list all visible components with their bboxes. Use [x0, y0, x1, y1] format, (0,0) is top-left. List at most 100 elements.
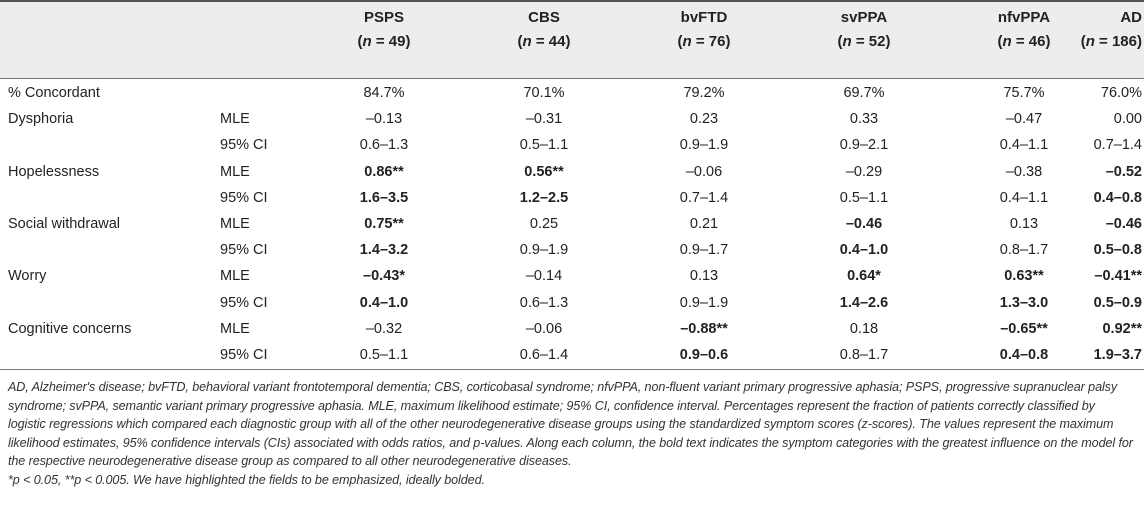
column-n-part: (: [677, 33, 683, 50]
table-cell: 0.56**: [524, 163, 564, 180]
column-n-part: (: [357, 33, 363, 50]
row-label: Dysphoria: [8, 111, 74, 128]
row-measure: 95% CI: [220, 189, 268, 206]
column-n-part: = 52): [851, 33, 891, 50]
column-name: svPPA: [840, 9, 888, 26]
row-measure: MLE: [220, 320, 250, 337]
table-row: Worry MLE –0.43* –0.14 0.13 0.64* 0.63** –0.41*…: [0, 263, 1144, 289]
row-measure: MLE: [220, 111, 250, 128]
table-cell: 0.9–1.9: [679, 294, 729, 311]
table-cell: 0.6–1.3: [519, 294, 569, 311]
table-cell: 0.18: [849, 320, 879, 337]
column-n: (n = 49): [304, 30, 464, 54]
table-cell: 0.33: [849, 111, 879, 128]
table-cell: 1.6–3.5: [359, 189, 409, 206]
table-cell: 0.9–1.9: [679, 137, 729, 154]
table-cell: 0.5–0.9: [1093, 294, 1142, 311]
table-row: Social withdrawal MLE 0.75** 0.25 0.21 –0.46 0…: [0, 211, 1144, 237]
column-n-part: (: [517, 33, 523, 50]
table-row: 95% CI 0.6–1.3 0.5–1.1 0.9–1.9 0.9–2.1 0.4–1.…: [0, 132, 1144, 158]
table-cell: 0.13: [689, 268, 719, 285]
table-cell: 0.4–1.1: [999, 137, 1049, 154]
table-cell: –0.46: [1105, 216, 1142, 232]
table-cell: 0.5–1.1: [519, 137, 569, 154]
table-cell: 0.13: [1009, 216, 1039, 232]
table-cell: –0.47: [1005, 111, 1043, 128]
table-cell: –0.31: [525, 111, 563, 128]
table-cell: –0.41**: [1094, 268, 1142, 285]
footnote-significance: *p < 0.05, **p < 0.005. We have highligh…: [8, 472, 485, 487]
table-cell: 0.7–1.4: [1093, 137, 1142, 154]
table-cell: 0.75**: [364, 216, 404, 232]
table-cell: 0.63**: [1004, 268, 1044, 285]
table-cell: 0.8–1.7: [839, 347, 889, 363]
table-row: Hopelessness MLE 0.86** 0.56** –0.06 –0.29 –0.…: [0, 159, 1144, 185]
table-cell: 0.86**: [364, 163, 404, 180]
row-label: Hopelessness: [8, 163, 100, 180]
table-row: Cognitive concerns MLE –0.32 –0.06 –0.88** 0.…: [0, 316, 1144, 342]
column-n-part: = 44): [531, 33, 571, 50]
table-cell: 0.4–1.0: [359, 294, 409, 311]
column-header: bvFTD (n = 76): [624, 6, 784, 54]
column-n-part: n: [362, 33, 372, 50]
table-cell: 0.8–1.7: [999, 242, 1049, 259]
column-n: (n = 46): [944, 30, 1104, 54]
column-n-part: = 186): [1094, 33, 1142, 50]
column-n-part: = 46): [1011, 33, 1051, 50]
table-cell: –0.06: [685, 163, 723, 180]
table-cell: 0.9–2.1: [839, 137, 889, 154]
table-cell: 76.0%: [1100, 85, 1142, 101]
table-cell: 1.4–3.2: [359, 242, 409, 259]
column-name: PSPS: [363, 9, 405, 26]
table-cell: 0.9–1.7: [679, 242, 729, 259]
column-n-part: n: [1085, 33, 1095, 50]
column-header: AD (n = 186): [982, 6, 1142, 54]
table-cell: 1.3–3.0: [999, 294, 1049, 311]
column-n-part: (: [997, 33, 1003, 50]
table-cell: 69.7%: [843, 85, 885, 101]
column-header: PSPS (n = 49): [304, 6, 464, 54]
table-cell: 0.25: [529, 216, 559, 232]
table-cell: 1.2–2.5: [519, 189, 569, 206]
table-cell: 0.23: [689, 111, 719, 128]
column-name: nfvPPA: [997, 9, 1051, 26]
bottom-rule: [0, 369, 1144, 370]
table-row: Dysphoria MLE –0.13 –0.31 0.23 0.33 –0.47 0.00: [0, 106, 1144, 132]
row-measure: MLE: [220, 268, 250, 285]
table-cell: 84.7%: [363, 85, 405, 101]
row-measure: MLE: [220, 163, 250, 180]
column-header: nfvPPA (n = 46): [944, 6, 1104, 54]
table-cell: 0.4–1.0: [839, 242, 889, 259]
table-cell: –0.88**: [680, 320, 728, 337]
column-n-part: (: [1080, 33, 1086, 50]
column-n: (n = 76): [624, 30, 784, 54]
table-row: 95% CI 1.6–3.5 1.2–2.5 0.7–1.4 0.5–1.1 0.4–1.…: [0, 185, 1144, 211]
table-row: % Concordant 84.7% 70.1% 79.2% 69.7% 75.7% 76.…: [0, 80, 1144, 106]
footnote-text: AD, Alzheimer's disease; bvFTD, behavior…: [8, 380, 1133, 468]
table-cell: 0.5–1.1: [839, 189, 889, 206]
row-label: Social withdrawal: [8, 216, 121, 232]
column-n: (n = 44): [464, 30, 624, 54]
column-n-part: (: [837, 33, 843, 50]
column-header: CBS (n = 44): [464, 6, 624, 54]
row-measure: MLE: [220, 216, 250, 232]
row-label: % Concordant: [8, 85, 100, 101]
table-cell: 0.5–0.8: [1093, 242, 1142, 259]
column-n-part: n: [522, 33, 532, 50]
table-cell: 0.4–0.8: [999, 347, 1049, 363]
header-band: [0, 0, 1144, 78]
column-n-part: n: [682, 33, 692, 50]
header-rule: [0, 78, 1144, 79]
table-cell: 0.9–0.6: [679, 347, 729, 363]
column-n: (n = 52): [784, 30, 944, 54]
table-cell: 0.92**: [1102, 320, 1142, 337]
table-cell: –0.52: [1105, 163, 1142, 180]
row-measure: 95% CI: [220, 294, 268, 311]
column-n-part: n: [1002, 33, 1012, 50]
table-cell: –0.38: [1005, 163, 1043, 180]
top-rule: [0, 0, 1144, 2]
table-cell: 0.4–0.8: [1093, 189, 1142, 206]
table-cell: –0.46: [845, 216, 883, 232]
row-measure: 95% CI: [220, 242, 268, 259]
